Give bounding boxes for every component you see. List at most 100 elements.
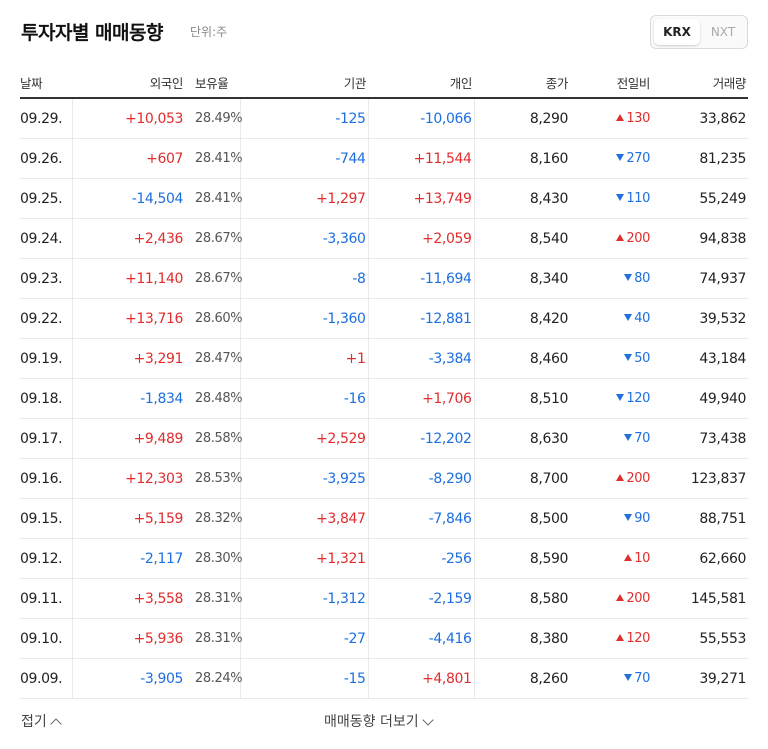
change-cell: 50 [570,338,652,379]
institution-net-cell: +1,321 [240,538,369,579]
holding-ratio-cell: 28.41% [185,138,243,179]
institution-net-cell: +1,297 [240,178,369,219]
institution-net-cell: -15 [240,658,369,699]
institution-net-cell: -27 [240,618,369,659]
volume-cell: 145,581 [652,578,748,619]
volume-cell: 81,235 [652,138,748,179]
triangle-down-icon [624,354,633,361]
triangle-down-icon [624,514,633,521]
foreign-net-cell: +3,291 [72,338,185,379]
triangle-down-icon [616,394,625,401]
change-value: 40 [634,311,650,326]
date-cell: 09.12. [20,538,73,579]
close-price-cell: 8,290 [474,98,570,139]
institution-net-cell: -1,360 [240,298,369,339]
collapse-button[interactable]: 접기 [21,711,62,731]
change-value: 70 [634,431,650,446]
date-cell: 09.18. [20,378,73,419]
foreign-net-cell: -1,834 [72,378,185,419]
foreign-net-cell: -2,117 [72,538,185,579]
collapse-label: 접기 [21,714,47,730]
chevron-up-icon [50,718,62,730]
table-row: 09.12. -2,117 28.30% +1,321 -256 8,590 10 62,66… [20,538,748,579]
holding-ratio-cell: 28.30% [185,538,243,579]
more-trading-button[interactable]: 매매동향 더보기 [324,711,434,731]
date-cell: 09.25. [20,178,73,219]
foreign-net-cell: +3,558 [72,578,185,619]
change-value: 200 [626,231,650,246]
market-option-krx[interactable]: KRX [654,19,700,45]
triangle-down-icon [624,434,633,441]
change-cell: 70 [570,418,652,459]
individual-net-cell: +4,801 [368,658,475,699]
foreign-net-cell: -14,504 [72,178,185,219]
individual-net-cell: -11,694 [368,258,475,299]
change-value: 200 [626,471,650,486]
col-header-change: 전일비 [570,67,652,99]
change-cell: 90 [570,498,652,539]
table-row: 09.23. +11,140 28.67% -8 -11,694 8,340 80 74,93… [20,258,748,299]
triangle-up-icon [616,234,625,241]
change-value: 50 [634,351,650,366]
change-cell: 120 [570,378,652,419]
foreign-net-cell: +13,716 [72,298,185,339]
date-cell: 09.16. [20,458,73,499]
table-row: 09.10. +5,936 28.31% -27 -4,416 8,380 120 55,55… [20,618,748,659]
change-value: 120 [626,631,650,646]
institution-net-cell: -8 [240,258,369,299]
table-row: 09.24. +2,436 28.67% -3,360 +2,059 8,540 200 94… [20,218,748,259]
investor-trading-table: 날짜 외국인 보유율 기관 개인 종가 전일비 거래량 09.29. +10,05… [20,67,748,699]
volume-cell: 39,271 [652,658,748,699]
individual-net-cell: -4,416 [368,618,475,659]
close-price-cell: 8,540 [474,218,570,259]
foreign-net-cell: +11,140 [72,258,185,299]
individual-net-cell: -10,066 [368,98,475,139]
date-cell: 09.11. [20,578,73,619]
individual-net-cell: -256 [368,538,475,579]
change-cell: 110 [570,178,652,219]
close-price-cell: 8,420 [474,298,570,339]
close-price-cell: 8,260 [474,658,570,699]
table-row: 09.29. +10,053 28.49% -125 -10,066 8,290 130 33… [20,98,748,139]
table-row: 09.17. +9,489 28.58% +2,529 -12,202 8,630 70 73… [20,418,748,459]
more-trading-label: 매매동향 더보기 [324,714,419,730]
triangle-up-icon [624,554,633,561]
change-cell: 270 [570,138,652,179]
institution-net-cell: -16 [240,378,369,419]
triangle-up-icon [616,634,625,641]
change-value: 90 [634,511,650,526]
holding-ratio-cell: 28.24% [185,658,243,699]
individual-net-cell: +1,706 [368,378,475,419]
individual-net-cell: -12,202 [368,418,475,459]
triangle-down-icon [616,154,625,161]
close-price-cell: 8,340 [474,258,570,299]
date-cell: 09.29. [20,98,73,139]
change-value: 120 [626,391,650,406]
holding-ratio-cell: 28.31% [185,578,243,619]
volume-cell: 74,937 [652,258,748,299]
date-cell: 09.19. [20,338,73,379]
close-price-cell: 8,430 [474,178,570,219]
table-row: 09.09. -3,905 28.24% -15 +4,801 8,260 70 39,271 [20,658,748,699]
institution-net-cell: -3,925 [240,458,369,499]
date-cell: 09.10. [20,618,73,659]
table-row: 09.19. +3,291 28.47% +1 -3,384 8,460 50 43,184 [20,338,748,379]
unit-label: 단위:주 [190,25,228,39]
table-row: 09.11. +3,558 28.31% -1,312 -2,159 8,580 200 14… [20,578,748,619]
individual-net-cell: -8,290 [368,458,475,499]
triangle-up-icon [616,114,625,121]
triangle-up-icon [616,594,625,601]
volume-cell: 55,553 [652,618,748,659]
close-price-cell: 8,510 [474,378,570,419]
holding-ratio-cell: 28.41% [185,178,243,219]
holding-ratio-cell: 28.67% [185,258,243,299]
col-header-date: 날짜 [20,67,72,99]
close-price-cell: 8,700 [474,458,570,499]
foreign-net-cell: -3,905 [72,658,185,699]
change-cell: 40 [570,298,652,339]
holding-ratio-cell: 28.32% [185,498,243,539]
market-option-nxt[interactable]: NXT [710,25,736,39]
change-value: 130 [626,111,650,126]
change-value: 10 [634,551,650,566]
page-title: 투자자별 매매동향 [21,22,163,44]
